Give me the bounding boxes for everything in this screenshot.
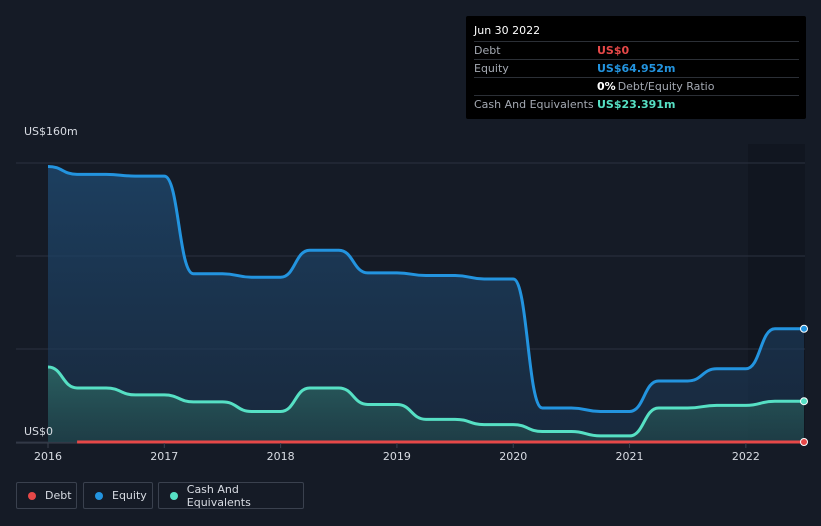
x-tick-label: 2022 bbox=[732, 450, 760, 463]
cash-area bbox=[48, 367, 804, 442]
legend-item-debt[interactable]: Debt bbox=[16, 482, 77, 509]
x-tick-label: 2018 bbox=[267, 450, 295, 463]
debt-end-marker bbox=[800, 438, 808, 446]
legend-label: Cash And Equivalents bbox=[186, 482, 251, 509]
tooltip-value: US$64.952m bbox=[597, 62, 676, 75]
y-axis-bottom-label: US$0 bbox=[24, 425, 53, 438]
legend-dot-icon bbox=[95, 491, 103, 500]
tooltip-label: Debt bbox=[474, 44, 501, 57]
tooltip-value: 0% bbox=[597, 80, 616, 93]
tooltip-date: Jun 30 2022 bbox=[474, 24, 541, 37]
y-axis-top-label: US$160m bbox=[24, 125, 78, 138]
legend-dot-icon bbox=[170, 491, 178, 500]
x-axis-ticks: 2016 2017 2018 2019 2020 2021 2022 bbox=[34, 443, 760, 463]
equity-area bbox=[48, 166, 804, 443]
tooltip-ratio-label: Debt/Equity Ratio bbox=[617, 80, 715, 93]
legend-item-equity[interactable]: Equity bbox=[83, 482, 153, 509]
x-tick-label: 2017 bbox=[150, 450, 178, 463]
cash-line bbox=[47, 365, 804, 438]
equity-line bbox=[47, 164, 804, 413]
x-tick-label: 2021 bbox=[616, 450, 644, 463]
tooltip-row-debt: Debt US$0 bbox=[474, 41, 799, 59]
series-layer bbox=[47, 164, 808, 446]
tooltip-row-ratio: 0% Debt/Equity Ratio bbox=[474, 77, 799, 95]
cash-end-marker bbox=[800, 397, 808, 406]
legend-dot-icon bbox=[28, 491, 36, 500]
equity-end-marker bbox=[800, 324, 808, 333]
tooltip-label bbox=[474, 78, 597, 95]
x-tick-label: 2016 bbox=[34, 450, 62, 463]
tooltip-label: Equity bbox=[474, 62, 509, 75]
tooltip-value: US$23.391m bbox=[597, 98, 676, 111]
tooltip-value: US$0 bbox=[597, 44, 630, 57]
tooltip-label: Cash And Equivalents bbox=[474, 98, 594, 111]
legend-item-cash[interactable]: Cash And Equivalents bbox=[158, 482, 304, 509]
data-tooltip: Jun 30 2022 Debt US$0 Equity US$64.952m … bbox=[466, 16, 806, 119]
legend-label: Debt bbox=[45, 489, 72, 502]
x-tick-label: 2020 bbox=[499, 450, 527, 463]
tooltip-row-cash: Cash And Equivalents US$23.391m bbox=[474, 95, 799, 113]
x-tick-label: 2019 bbox=[383, 450, 411, 463]
tooltip-row-equity: Equity US$64.952m bbox=[474, 59, 799, 77]
legend-label: Equity bbox=[112, 489, 147, 502]
